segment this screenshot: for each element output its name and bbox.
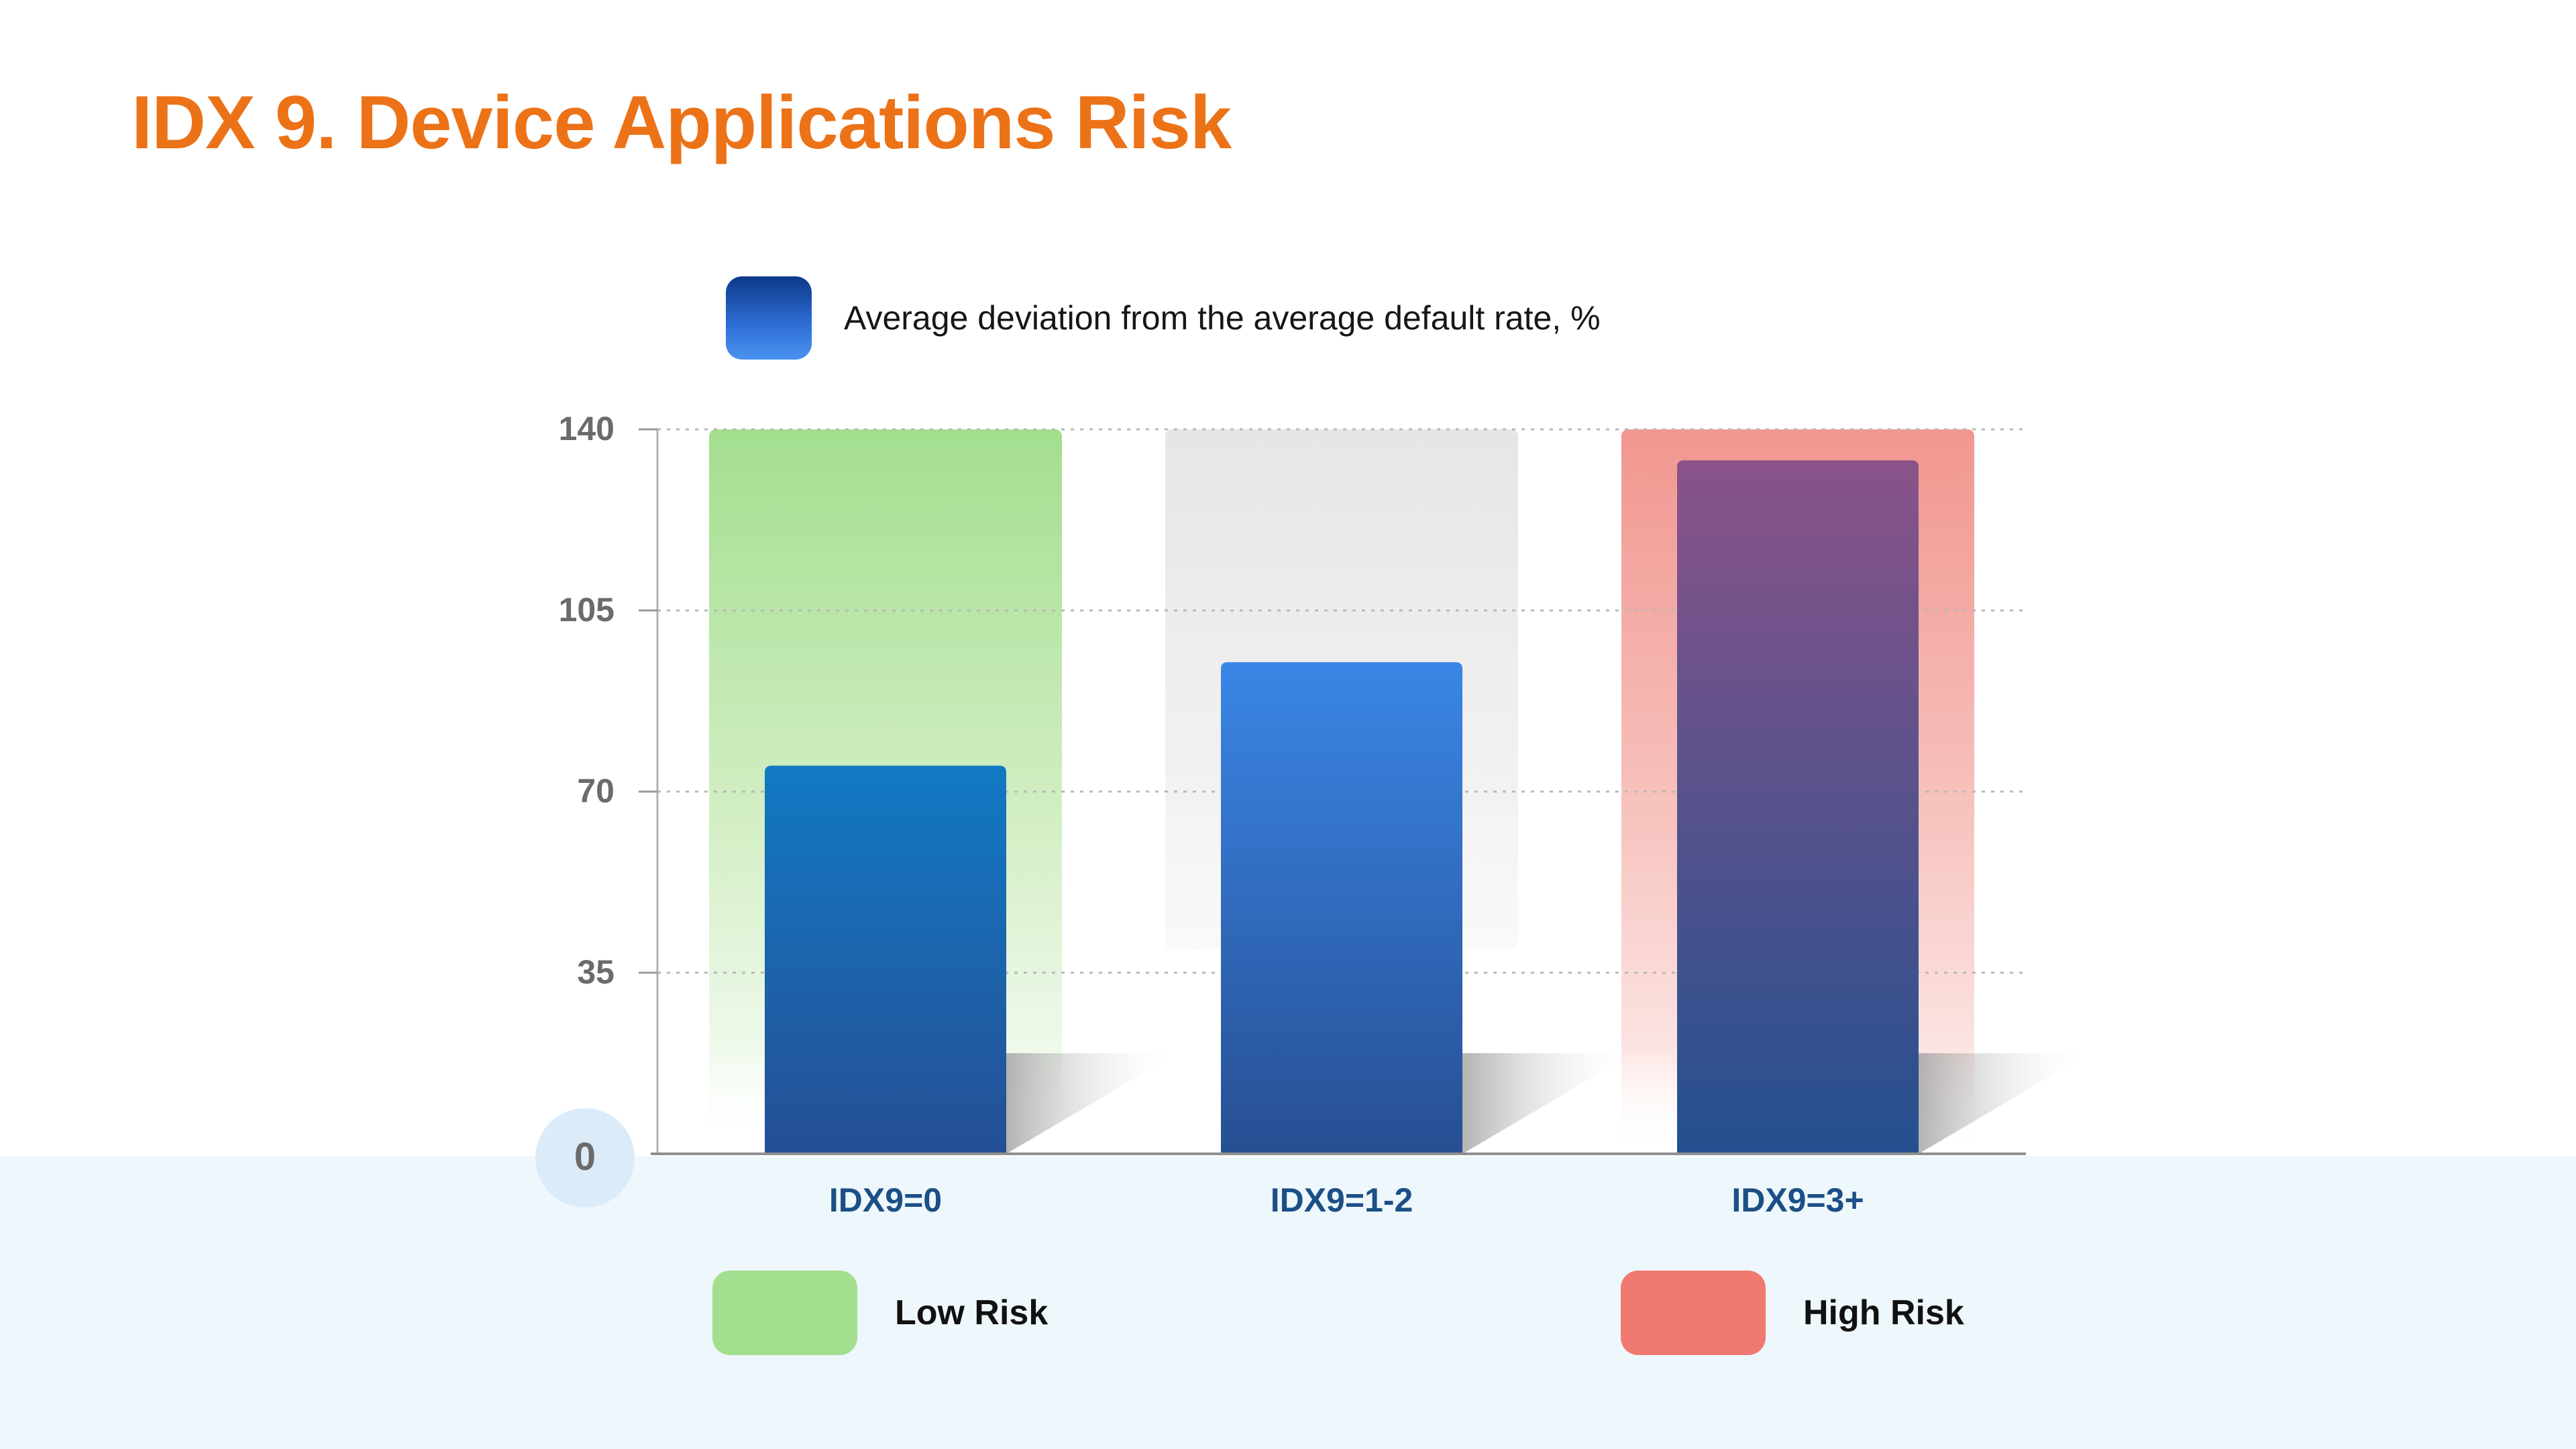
y-tick-label: 140 [559, 410, 614, 447]
y-tick-label: 0 [574, 1135, 596, 1179]
axes [639, 428, 2026, 1155]
y-tick-label: 105 [559, 591, 614, 629]
bar-shadow [1462, 1053, 1633, 1154]
bar-IDX9=0 [765, 765, 1006, 1154]
y-tick-label: 35 [577, 953, 614, 991]
bars [765, 460, 1919, 1155]
bar-IDX9=1-2 [1221, 662, 1462, 1154]
x-tick-label: IDX9=3+ [1731, 1181, 1864, 1219]
high-risk-swatch [1621, 1271, 1766, 1355]
low-risk-legend: Low Risk [712, 1271, 1048, 1355]
zero-badge [535, 1108, 635, 1208]
low-risk-swatch [712, 1271, 857, 1355]
y-tick-labels: 0 35 70 105 140 [535, 410, 635, 1208]
series-legend-label: Average deviation from the average defau… [844, 299, 1601, 337]
low-risk-label: Low Risk [895, 1293, 1049, 1332]
x-tick-labels: IDX9=0 IDX9=1-2 IDX9=3+ [829, 1181, 1864, 1219]
bottom-band [0, 1157, 2576, 1449]
x-tick-label: IDX9=0 [829, 1181, 942, 1219]
page-title: IDX 9. Device Applications Risk [131, 80, 1232, 164]
series-legend-swatch [726, 276, 812, 360]
y-tick-label: 70 [577, 772, 614, 810]
bar-shadow [1006, 1053, 1177, 1154]
bar-shadows [1006, 1053, 2090, 1154]
high-risk-label: High Risk [1803, 1293, 1964, 1332]
high-risk-legend: High Risk [1621, 1271, 1964, 1355]
x-tick-label: IDX9=1-2 [1271, 1181, 1413, 1219]
bar-IDX9=3+ [1677, 460, 1919, 1155]
bar-shadow [1919, 1053, 2090, 1154]
series-legend: Average deviation from the average defau… [726, 276, 1601, 360]
